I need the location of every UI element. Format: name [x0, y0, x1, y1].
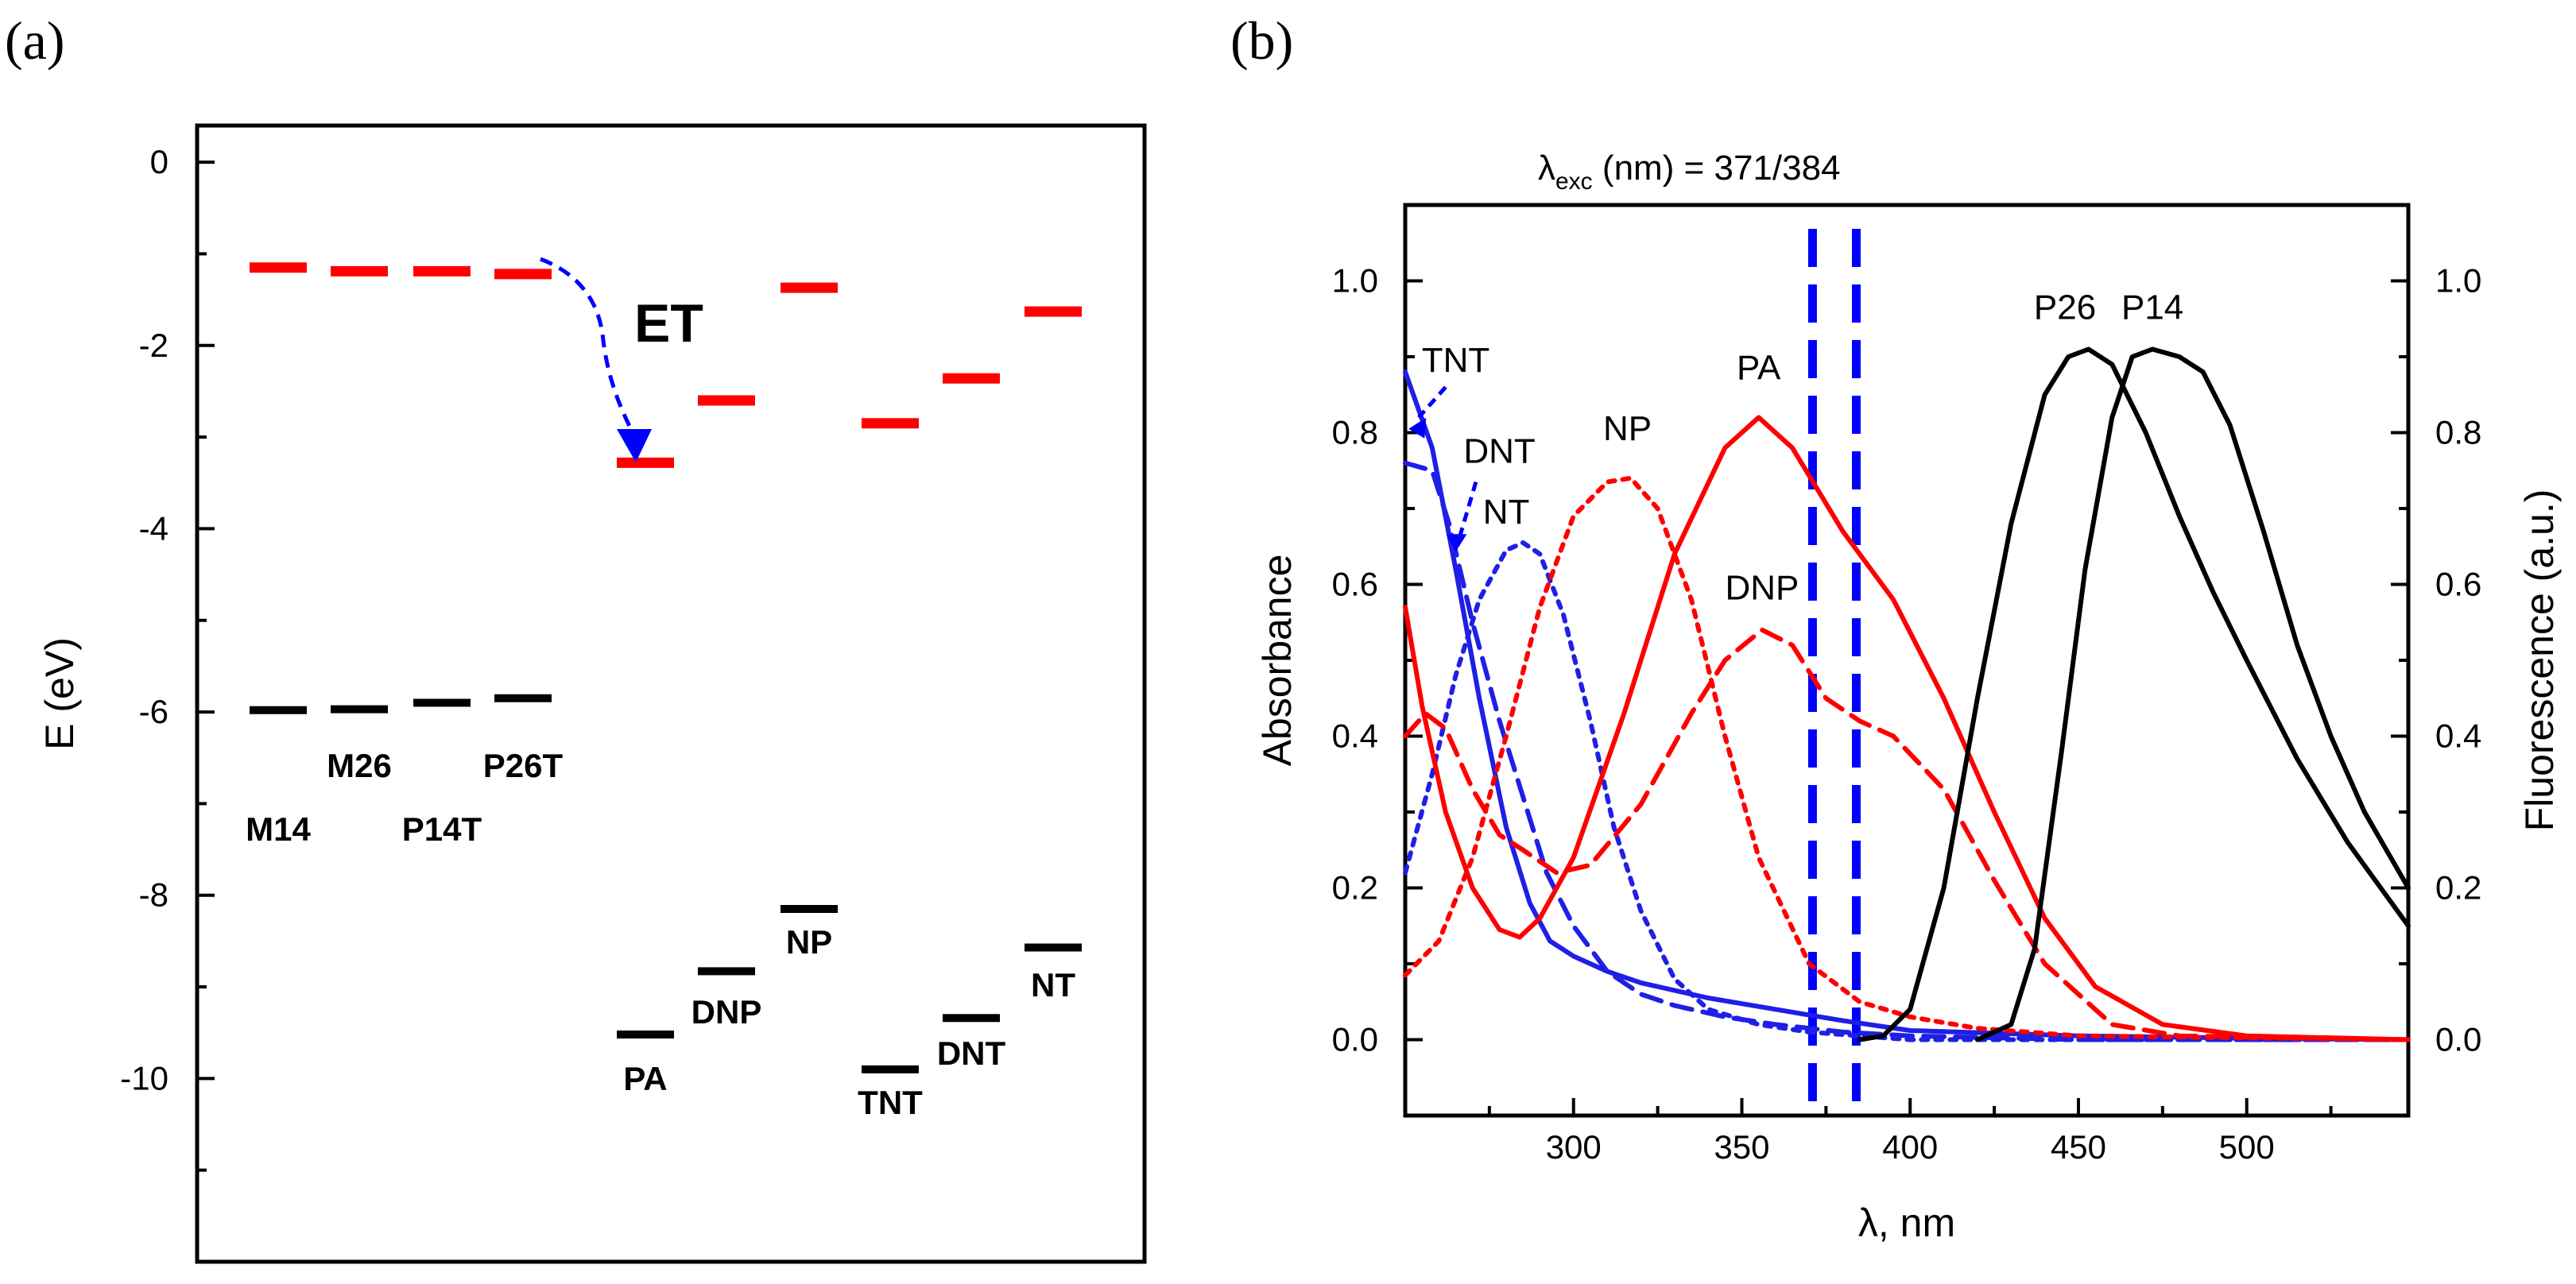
chart-title-subscript: exc: [1555, 168, 1593, 195]
panel-label-a: (a): [5, 10, 65, 71]
y2-tick-label-b-1: 0.2: [2435, 869, 2481, 907]
species-label-pa: PA: [623, 1060, 667, 1097]
species-label-nt: NT: [1031, 966, 1075, 1004]
curve-label-dnt: DNT: [1463, 432, 1535, 471]
et-annotation: ET: [634, 293, 703, 354]
y-axis-label-b: Absorbance: [1255, 555, 1300, 767]
x-tick-label-b-4: 500: [2219, 1128, 2275, 1166]
plot-frame-b: [1403, 203, 2411, 1118]
y2-tick-label-b-4: 0.8: [2435, 414, 2481, 451]
y-tick-label-b-2: 0.4: [1332, 717, 1378, 755]
y2-tick-label-b-5: 1.0: [2435, 262, 2481, 300]
species-label-tnt: TNT: [858, 1084, 923, 1121]
y-tick-label-a-5: -10: [120, 1059, 169, 1096]
y-tick-label-a-1: -2: [139, 327, 169, 364]
et-arrowhead: [617, 429, 652, 462]
x-tick-label-b-2: 400: [1882, 1128, 1938, 1166]
x-tick-label-b-3: 450: [2051, 1128, 2106, 1166]
y-tick-label-b-0: 0.0: [1332, 1021, 1378, 1058]
y2-tick-label-b-2: 0.4: [2435, 717, 2481, 755]
series-line-np-dotted: [1403, 475, 2411, 1042]
tnt-pointer-arrowhead: [1408, 417, 1427, 439]
x-axis-label-b: λ, nm: [1858, 1201, 1955, 1245]
series-line-nt-dotted: [1403, 540, 2411, 1042]
curve-label-p26: P26: [2034, 288, 2096, 327]
series-line-tnt-solid: [1403, 369, 2411, 1042]
y-tick-label-a-0: 0: [150, 143, 169, 180]
y-tick-label-a-4: -8: [139, 876, 169, 914]
tnt-pointer-arrow: [1417, 385, 1447, 420]
y-tick-label-b-5: 1.0: [1332, 262, 1378, 300]
x-tick-label-b-1: 350: [1714, 1128, 1769, 1166]
nt-pointer-arrowhead: [1446, 534, 1467, 552]
species-label-p26t: P26T: [483, 747, 564, 784]
species-label-p14t: P14T: [402, 810, 482, 848]
y-tick-label-b-4: 0.8: [1332, 414, 1378, 451]
species-label-dnt: DNT: [937, 1035, 1006, 1072]
chart-title-rest: (nm) = 371/384: [1593, 149, 1841, 188]
curve-label-dnp: DNP: [1725, 569, 1799, 608]
curve-label-np: NP: [1603, 409, 1652, 448]
series-line-dnp-dashed: [1403, 627, 2411, 1042]
y-tick-label-a-2: -4: [139, 509, 169, 547]
species-label-m14: M14: [246, 810, 311, 848]
y2-axis-label-b: Fluorescence (a.u.): [2517, 489, 2562, 832]
y-tick-label-a-3: -6: [139, 693, 169, 730]
y-axis-label-a: E (eV): [37, 637, 82, 750]
series-line-p26-solid: [1857, 346, 2411, 1042]
curve-label-p14: P14: [2121, 288, 2183, 327]
species-label-np: NP: [786, 923, 832, 961]
et-transfer-arrow: [540, 257, 637, 437]
chart-title-lambda: λ: [1538, 149, 1555, 188]
y-tick-label-b-3: 0.6: [1332, 566, 1378, 603]
y2-tick-label-b-3: 0.6: [2435, 566, 2481, 603]
y-tick-label-b-1: 0.2: [1332, 869, 1378, 907]
curve-label-nt: NT: [1483, 493, 1530, 532]
y2-tick-label-b-0: 0.0: [2435, 1021, 2481, 1058]
species-label-m26: M26: [327, 747, 392, 784]
series-line-p14-solid: [1974, 346, 2411, 1042]
series-line-pa-solid: [1403, 415, 2411, 1042]
nt-pointer-arrow: [1457, 481, 1478, 540]
plot-frame-a: [195, 123, 1147, 1264]
x-tick-label-b-0: 300: [1546, 1128, 1602, 1166]
curve-label-tnt: TNT: [1422, 341, 1490, 380]
panel-label-b: (b): [1230, 10, 1294, 71]
species-label-dnp: DNP: [691, 993, 762, 1031]
series-line-dnt-dashed: [1403, 460, 2411, 1042]
curve-label-pa: PA: [1737, 349, 1781, 388]
chart-title-b: λexc (nm) = 371/384: [1538, 149, 1841, 195]
